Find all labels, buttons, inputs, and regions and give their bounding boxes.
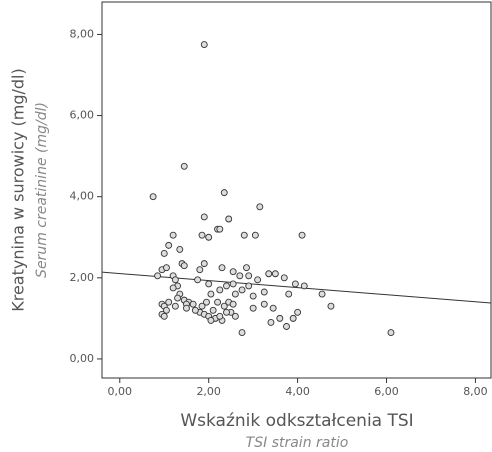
- point: [291, 280, 299, 288]
- point: [249, 304, 257, 312]
- point: [203, 298, 210, 306]
- plot-frame: [101, 1, 492, 379]
- point: [218, 264, 226, 272]
- point: [169, 231, 177, 239]
- point: [194, 276, 202, 284]
- point: [216, 225, 224, 233]
- point: [216, 286, 224, 294]
- point: [231, 312, 239, 320]
- point: [269, 304, 277, 312]
- point: [180, 262, 188, 270]
- point: [229, 268, 237, 276]
- point: [265, 270, 273, 278]
- y-tick-label: 4,00: [70, 190, 95, 203]
- point: [154, 272, 162, 280]
- point: [207, 290, 215, 298]
- point: [260, 288, 268, 296]
- point: [387, 329, 395, 337]
- point: [171, 302, 179, 310]
- point: [223, 282, 230, 290]
- point: [200, 213, 208, 221]
- x-axis-sublabel: TSI strain ratio: [246, 435, 349, 451]
- point: [214, 298, 222, 306]
- point: [249, 292, 257, 300]
- point: [231, 290, 239, 298]
- point: [165, 298, 173, 306]
- point: [223, 308, 230, 316]
- y-tick-label: 6,00: [70, 109, 95, 122]
- point: [160, 312, 168, 320]
- point: [200, 41, 208, 49]
- point: [245, 272, 253, 280]
- x-tick-label: 2,00: [196, 385, 221, 398]
- x-tick-label: 8,00: [463, 385, 488, 398]
- point: [280, 274, 288, 282]
- y-axis-sublabel: Serum creatinine (mg/dl): [34, 102, 50, 278]
- point: [229, 300, 237, 308]
- point: [318, 290, 326, 298]
- point: [216, 312, 224, 320]
- point: [149, 193, 157, 201]
- point: [327, 302, 335, 310]
- point: [163, 306, 170, 314]
- y-tick-label: 8,00: [70, 27, 95, 40]
- point: [191, 306, 199, 314]
- point: [183, 304, 190, 312]
- point: [238, 286, 246, 294]
- point: [251, 231, 259, 239]
- point: [180, 162, 188, 170]
- point: [256, 203, 264, 211]
- point: [254, 276, 262, 284]
- point: [245, 282, 253, 290]
- point: [171, 276, 179, 284]
- point: [198, 302, 206, 310]
- point: [300, 282, 308, 290]
- point: [283, 323, 290, 330]
- point: [229, 280, 237, 288]
- point: [271, 270, 279, 278]
- point: [276, 314, 284, 322]
- point: [160, 250, 168, 257]
- point: [209, 306, 217, 314]
- x-tick-label: 4,00: [285, 385, 310, 398]
- point: [238, 329, 246, 337]
- point: [196, 266, 204, 274]
- point: [205, 280, 213, 288]
- x-tick-label: 6,00: [374, 385, 399, 398]
- y-axis-label: Kreatynina w surowicy (mg/dl): [9, 68, 28, 312]
- point: [207, 316, 215, 324]
- point: [236, 272, 244, 280]
- point: [220, 302, 228, 310]
- point: [165, 241, 173, 249]
- point: [205, 233, 213, 241]
- point: [243, 264, 250, 272]
- fit-line: [101, 271, 492, 304]
- point: [189, 300, 197, 308]
- point: [198, 231, 206, 239]
- y-tick-label: 2,00: [70, 271, 95, 284]
- point: [225, 215, 233, 223]
- point: [169, 284, 177, 292]
- point: [240, 231, 248, 239]
- point: [174, 294, 182, 302]
- point: [298, 231, 306, 239]
- point: [267, 318, 275, 326]
- x-axis-label: Wskaźnik odkształcenia TSI: [180, 411, 413, 431]
- point: [289, 314, 297, 322]
- x-tick-label: 0,00: [108, 385, 133, 398]
- y-tick-label: 0,00: [70, 352, 95, 365]
- point: [294, 308, 302, 316]
- point: [176, 245, 184, 253]
- point: [200, 260, 208, 268]
- point: [285, 290, 293, 298]
- point: [260, 300, 268, 308]
- point: [163, 264, 170, 272]
- point: [220, 189, 228, 197]
